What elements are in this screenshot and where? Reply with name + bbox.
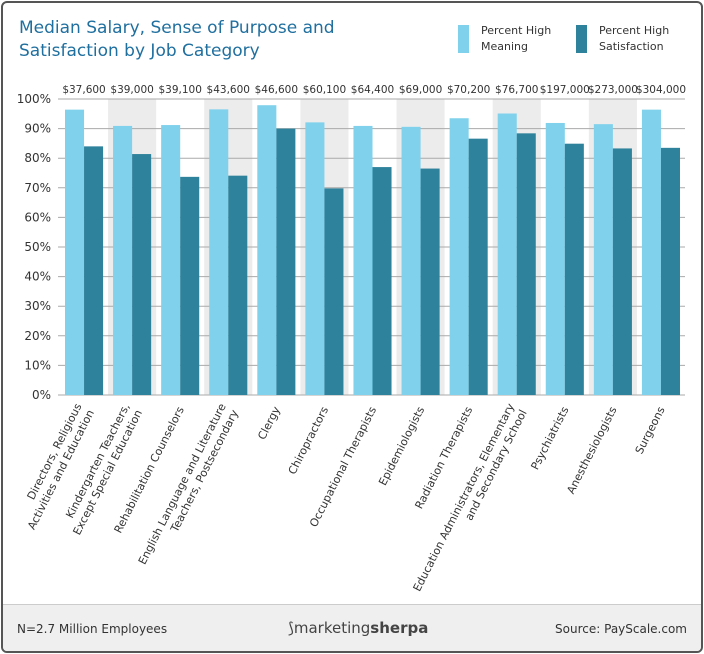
salary-label: $69,000 <box>399 84 442 96</box>
category-label: Surgeons <box>633 404 668 456</box>
bar-satisfaction <box>420 168 440 395</box>
y-tick-label: 80% <box>24 151 51 165</box>
legend-meaning: Percent High Meaning <box>458 23 551 55</box>
footer: N=2.7 Million Employees ⟆marketingsherpa… <box>3 604 701 651</box>
bar-satisfaction <box>660 147 680 395</box>
legend-label: Meaning <box>481 40 528 53</box>
bar-meaning <box>353 125 373 395</box>
bar-meaning <box>305 122 325 395</box>
y-tick-label: 20% <box>24 329 51 343</box>
bar-satisfaction <box>84 146 104 395</box>
bar-satisfaction <box>132 154 152 395</box>
salary-label: $46,600 <box>255 84 298 96</box>
salary-label: $60,100 <box>303 84 346 96</box>
legend-swatch-satisfaction <box>576 25 587 53</box>
marketingsherpa-logo: ⟆marketingsherpa <box>288 619 429 637</box>
category-label: Psychiatrists <box>528 404 571 472</box>
y-tick-label: 50% <box>24 240 51 254</box>
salary-label: $76,700 <box>495 84 538 96</box>
category-label: Clergy <box>255 404 283 442</box>
salary-label: $273,000 <box>588 84 638 96</box>
bar-meaning <box>641 109 661 395</box>
y-tick-label: 100% <box>17 92 51 106</box>
salary-label: $37,600 <box>62 84 105 96</box>
bar-meaning <box>209 109 229 396</box>
salary-label: $197,000 <box>540 84 590 96</box>
bar-meaning <box>113 125 133 395</box>
salary-label: $39,100 <box>158 84 201 96</box>
salary-label: $70,200 <box>447 84 490 96</box>
y-tick-label: 10% <box>24 358 51 372</box>
category-label: Epidemiologists <box>376 404 427 488</box>
sample-size: N=2.7 Million Employees <box>17 622 168 636</box>
category-label: Chiropractors <box>286 404 331 476</box>
legend-swatch-meaning <box>458 25 469 53</box>
y-tick-label: 0% <box>32 388 51 402</box>
bar-meaning <box>65 109 85 395</box>
bar-satisfaction <box>276 128 296 395</box>
legend-satisfaction: Percent High Satisfaction <box>576 23 669 55</box>
salary-label: $304,000 <box>636 84 686 96</box>
legend-label: Percent High <box>481 24 552 37</box>
category-label: Anesthesiologists <box>564 404 619 496</box>
legend-label: Satisfaction <box>599 40 664 53</box>
bar-satisfaction <box>564 143 584 395</box>
salary-label: $43,600 <box>207 84 250 96</box>
y-tick-label: 70% <box>24 181 51 195</box>
legend-label: Percent High <box>599 24 670 37</box>
y-tick-label: 60% <box>24 210 51 224</box>
chart-title: Median Salary, Sense of Purpose and Sati… <box>19 18 335 61</box>
bar-meaning <box>497 113 517 395</box>
salary-label: $64,400 <box>351 84 394 96</box>
bar-meaning <box>593 124 613 395</box>
salary-label: $39,000 <box>110 84 153 96</box>
bar-satisfaction <box>324 188 344 395</box>
bar-satisfaction <box>612 148 632 395</box>
bar-satisfaction <box>372 167 392 395</box>
bar-meaning <box>401 126 421 395</box>
bar-satisfaction <box>180 176 200 395</box>
bar-meaning <box>257 105 277 395</box>
bar-satisfaction <box>516 133 536 395</box>
bar-meaning <box>545 122 565 395</box>
bar-chart: 0% 10% 20% 30% 40% 50% 60% 70% 80% 90% 100% $37,600… <box>17 84 686 594</box>
category-label: English Language and LiteratureTeachers,… <box>136 401 242 573</box>
bar-satisfaction <box>468 138 488 395</box>
y-tick-label: 40% <box>24 270 51 284</box>
bar-meaning <box>449 118 469 396</box>
y-tick-label: 30% <box>24 299 51 313</box>
bar-meaning <box>161 125 181 395</box>
source: Source: PayScale.com <box>555 622 687 636</box>
bar-satisfaction <box>228 175 248 395</box>
y-tick-label: 90% <box>24 122 51 136</box>
